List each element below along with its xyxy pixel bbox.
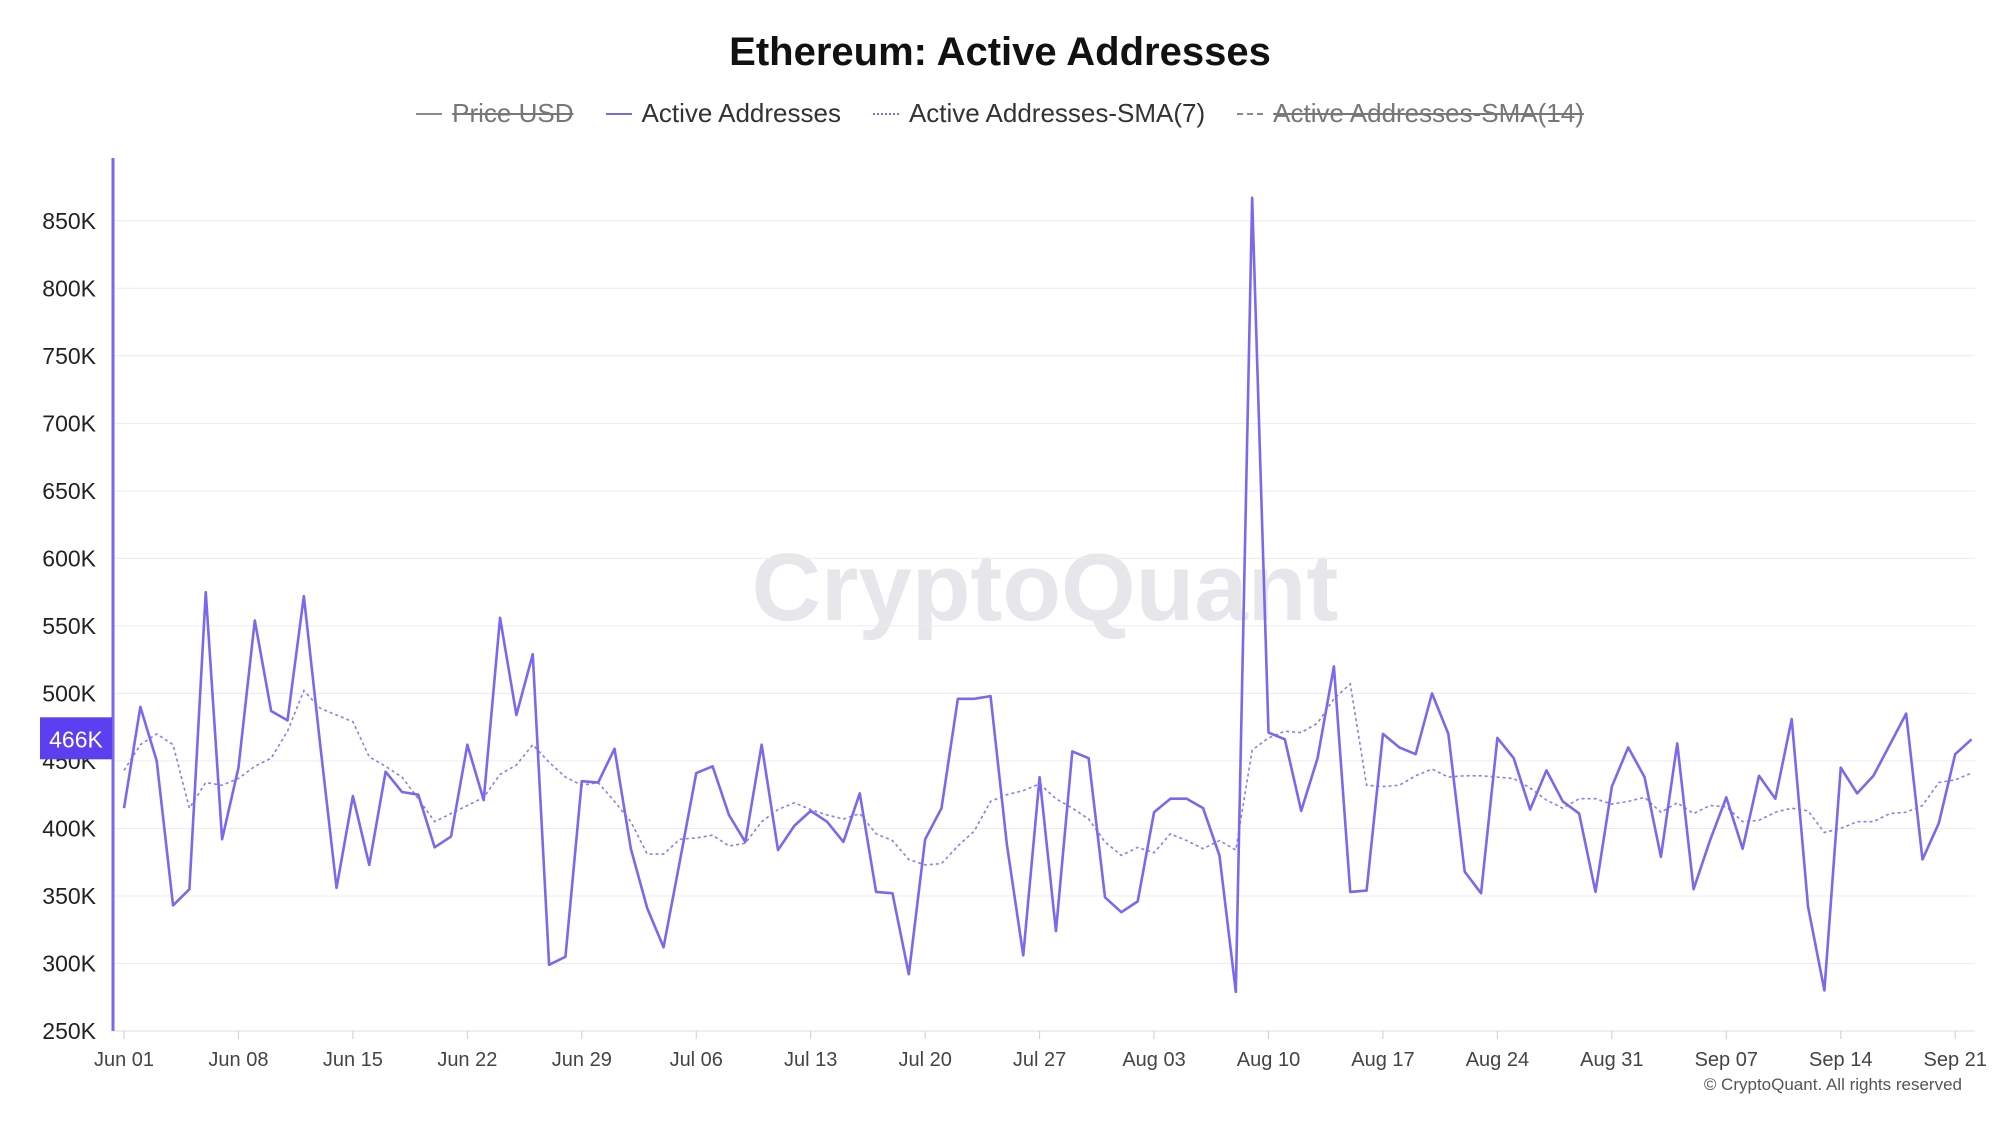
- legend-item-sma-14[interactable]: Active Addresses-SMA(14): [1237, 98, 1584, 129]
- y-tick-label: 300K: [42, 950, 96, 976]
- x-tick-label: Jun 01: [94, 1049, 154, 1071]
- y-tick-label: 500K: [42, 680, 96, 706]
- x-tick-label: Jul 20: [898, 1049, 951, 1071]
- copyright-notice: © CryptoQuant. All rights reserved: [1703, 1075, 1962, 1094]
- current-value-label: 466K: [49, 726, 103, 752]
- grid-lines: [113, 220, 1975, 1032]
- x-tick-label: Jul 13: [784, 1049, 837, 1071]
- x-tick-label: Jun 29: [552, 1049, 612, 1071]
- legend-label: Active Addresses-SMA(7): [908, 98, 1206, 128]
- x-tick-label: Sep 14: [1809, 1049, 1872, 1071]
- legend-label: Active Addresses-SMA(14): [1273, 98, 1584, 128]
- y-tick-label: 250K: [42, 1018, 96, 1044]
- y-tick-label: 750K: [42, 343, 96, 369]
- y-tick-label: 350K: [42, 883, 96, 909]
- x-tick-label: Jul 06: [670, 1049, 723, 1071]
- x-tick-label: Sep 07: [1695, 1049, 1758, 1071]
- y-tick-label: 600K: [42, 545, 96, 571]
- x-tick-label: Sep 21: [1924, 1049, 1987, 1071]
- x-tick-label: Aug 03: [1122, 1049, 1185, 1071]
- legend-item-sma-7[interactable]: Active Addresses-SMA(7): [872, 98, 1206, 129]
- x-tick-label: Aug 17: [1351, 1049, 1414, 1071]
- x-tick-label: Aug 10: [1237, 1049, 1300, 1071]
- legend-swatch-sma-7: [872, 112, 899, 115]
- legend-swatch-sma-14: [1237, 112, 1264, 115]
- x-tick-label: Jul 27: [1013, 1049, 1066, 1071]
- current-value-badge: 466K: [40, 717, 112, 760]
- chart-legend: Price USD Active Addresses Active Addres…: [0, 98, 2000, 129]
- y-tick-label: 650K: [42, 478, 96, 504]
- x-tick-label: Jun 22: [437, 1049, 497, 1071]
- series-line-sma-7: [123, 682, 1972, 866]
- y-tick-label: 800K: [42, 275, 96, 301]
- series-lines: [122, 196, 1973, 994]
- y-tick-label: 550K: [42, 613, 96, 639]
- legend-label: Active Addresses: [641, 98, 841, 128]
- legend-item-active-addresses[interactable]: Active Addresses: [605, 98, 841, 129]
- legend-item-price-usd[interactable]: Price USD: [416, 98, 574, 129]
- x-axis-labels: Jun 01 Jun 08 Jun 15 Jun 22 Jun 29 Jul 06 Jul …: [94, 1031, 1987, 1071]
- legend-label: Price USD: [452, 98, 574, 128]
- watermark: CryptoQuant: [752, 534, 1339, 641]
- y-axis-labels: 250K300K350K400K450K500K550K600K650K700K…: [42, 208, 96, 1044]
- series-line-active-addresses: [122, 196, 1973, 994]
- x-tick-label: Aug 24: [1466, 1049, 1529, 1071]
- chart-title: Ethereum: Active Addresses: [729, 30, 1271, 74]
- current-value-badge-bg: [40, 717, 112, 760]
- y-tick-label: 700K: [42, 410, 96, 436]
- x-tick-label: Jun 15: [323, 1049, 383, 1071]
- y-tick-label: 850K: [42, 208, 96, 234]
- legend-swatch-price-usd: [416, 112, 443, 115]
- x-tick-label: Jun 08: [208, 1049, 268, 1071]
- legend-swatch-active-addresses: [605, 112, 632, 115]
- x-tick-label: Aug 31: [1580, 1049, 1643, 1071]
- y-tick-label: 400K: [42, 815, 96, 841]
